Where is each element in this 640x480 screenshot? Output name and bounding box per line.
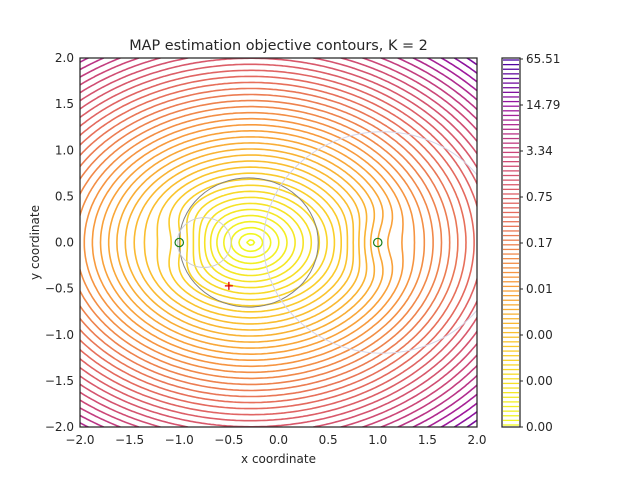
contour-level xyxy=(203,202,304,283)
contour-level xyxy=(466,58,477,427)
colorbar-tick-label: 0.17 xyxy=(526,236,553,250)
y-tick-label: 1.0 xyxy=(55,143,74,157)
colorbar-tick-label: 0.00 xyxy=(526,328,553,342)
y-tick-label: −0.5 xyxy=(45,282,74,296)
y-axis-ticks: −2.0 −1.5 −1.0 −0.5 0.0 0.5 1.0 1.5 2.0 xyxy=(45,51,74,434)
estimate-marker xyxy=(224,281,233,290)
colorbar-tick-label: 0.00 xyxy=(526,374,553,388)
y-tick-label: 0.0 xyxy=(55,236,74,250)
colorbar-tick-label: 65.51 xyxy=(526,52,560,66)
y-tick-label: 0.5 xyxy=(55,189,74,203)
contour-level xyxy=(80,111,426,374)
contour-level xyxy=(80,81,467,404)
contour-level xyxy=(83,117,416,368)
contour-lines xyxy=(80,58,477,427)
x-tick-label: 0.0 xyxy=(269,433,288,447)
contour-level xyxy=(453,58,477,427)
contour-level xyxy=(80,87,459,398)
contour-level xyxy=(80,69,477,416)
contour-level xyxy=(80,93,451,392)
contour-level xyxy=(198,196,313,289)
y-tick-label: −1.5 xyxy=(45,374,74,388)
contour-level xyxy=(143,160,355,325)
contour-level xyxy=(216,214,288,271)
contour-level xyxy=(80,63,477,422)
y-tick-label: −2.0 xyxy=(45,420,74,434)
y-axis-label: y coordinate xyxy=(28,205,42,280)
contour-level xyxy=(192,190,321,295)
contour-level xyxy=(80,58,477,427)
contour-level xyxy=(177,178,336,307)
contour-level xyxy=(238,232,264,253)
y-tick-label: −1.0 xyxy=(45,328,74,342)
x-tick-label: 1.5 xyxy=(418,433,437,447)
contour-level xyxy=(186,184,328,301)
x-tick-label: 0.5 xyxy=(319,433,338,447)
x-tick-label: −0.5 xyxy=(214,433,243,447)
colorbar-frame xyxy=(501,57,521,428)
plot-frame xyxy=(79,57,478,428)
reference-circle xyxy=(176,217,232,268)
contour-level xyxy=(80,99,443,386)
contour-level xyxy=(223,220,280,265)
x-tick-label: −2.0 xyxy=(65,433,94,447)
contour-level xyxy=(80,75,475,410)
x-axis-label: x coordinate xyxy=(241,452,316,466)
contour-level xyxy=(124,148,368,337)
y-tick-label: 1.5 xyxy=(55,97,74,111)
contour-level xyxy=(80,58,477,427)
colorbar-tick-label: 0.75 xyxy=(526,190,553,204)
contour-level xyxy=(133,154,361,331)
colorbar-tick-label: 0.00 xyxy=(526,420,553,434)
chart-title: MAP estimation objective contours, K = 2 xyxy=(129,38,428,54)
data-point-marker xyxy=(174,237,185,248)
contour-level xyxy=(80,58,477,427)
x-tick-label: −1.5 xyxy=(115,433,144,447)
x-tick-label: 1.0 xyxy=(368,433,387,447)
reference-circles xyxy=(176,131,477,354)
reference-circle xyxy=(178,177,319,308)
markers xyxy=(174,237,383,290)
colorbar-tick-label: 0.01 xyxy=(526,282,553,296)
contour-level xyxy=(80,58,477,427)
x-tick-label: −1.0 xyxy=(165,433,194,447)
contour-level xyxy=(99,130,394,355)
colorbar-ticks: 0.00 0.00 0.00 0.01 0.17 0.75 3.34 14.79 65.51 xyxy=(520,52,560,434)
colorbar-tick-label: 3.34 xyxy=(526,144,553,158)
contour-level xyxy=(80,58,477,427)
contour-level xyxy=(156,166,349,319)
y-tick-label: 2.0 xyxy=(55,51,74,65)
contour-level xyxy=(230,226,272,259)
colorbar-tick-label: 14.79 xyxy=(526,98,560,112)
contour-level xyxy=(107,136,384,349)
x-axis-ticks: −2.0 −1.5 −1.0 −0.5 0.0 0.5 1.0 1.5 2.0 xyxy=(65,433,486,447)
x-tick-label: 2.0 xyxy=(467,433,486,447)
reference-circle xyxy=(263,131,477,354)
contour-level xyxy=(80,58,477,427)
colorbar xyxy=(503,59,519,426)
contour-level xyxy=(116,142,376,343)
data-point-marker xyxy=(372,237,383,248)
contour-level xyxy=(91,124,404,361)
contour-level xyxy=(246,239,256,246)
contour-level xyxy=(80,58,477,427)
